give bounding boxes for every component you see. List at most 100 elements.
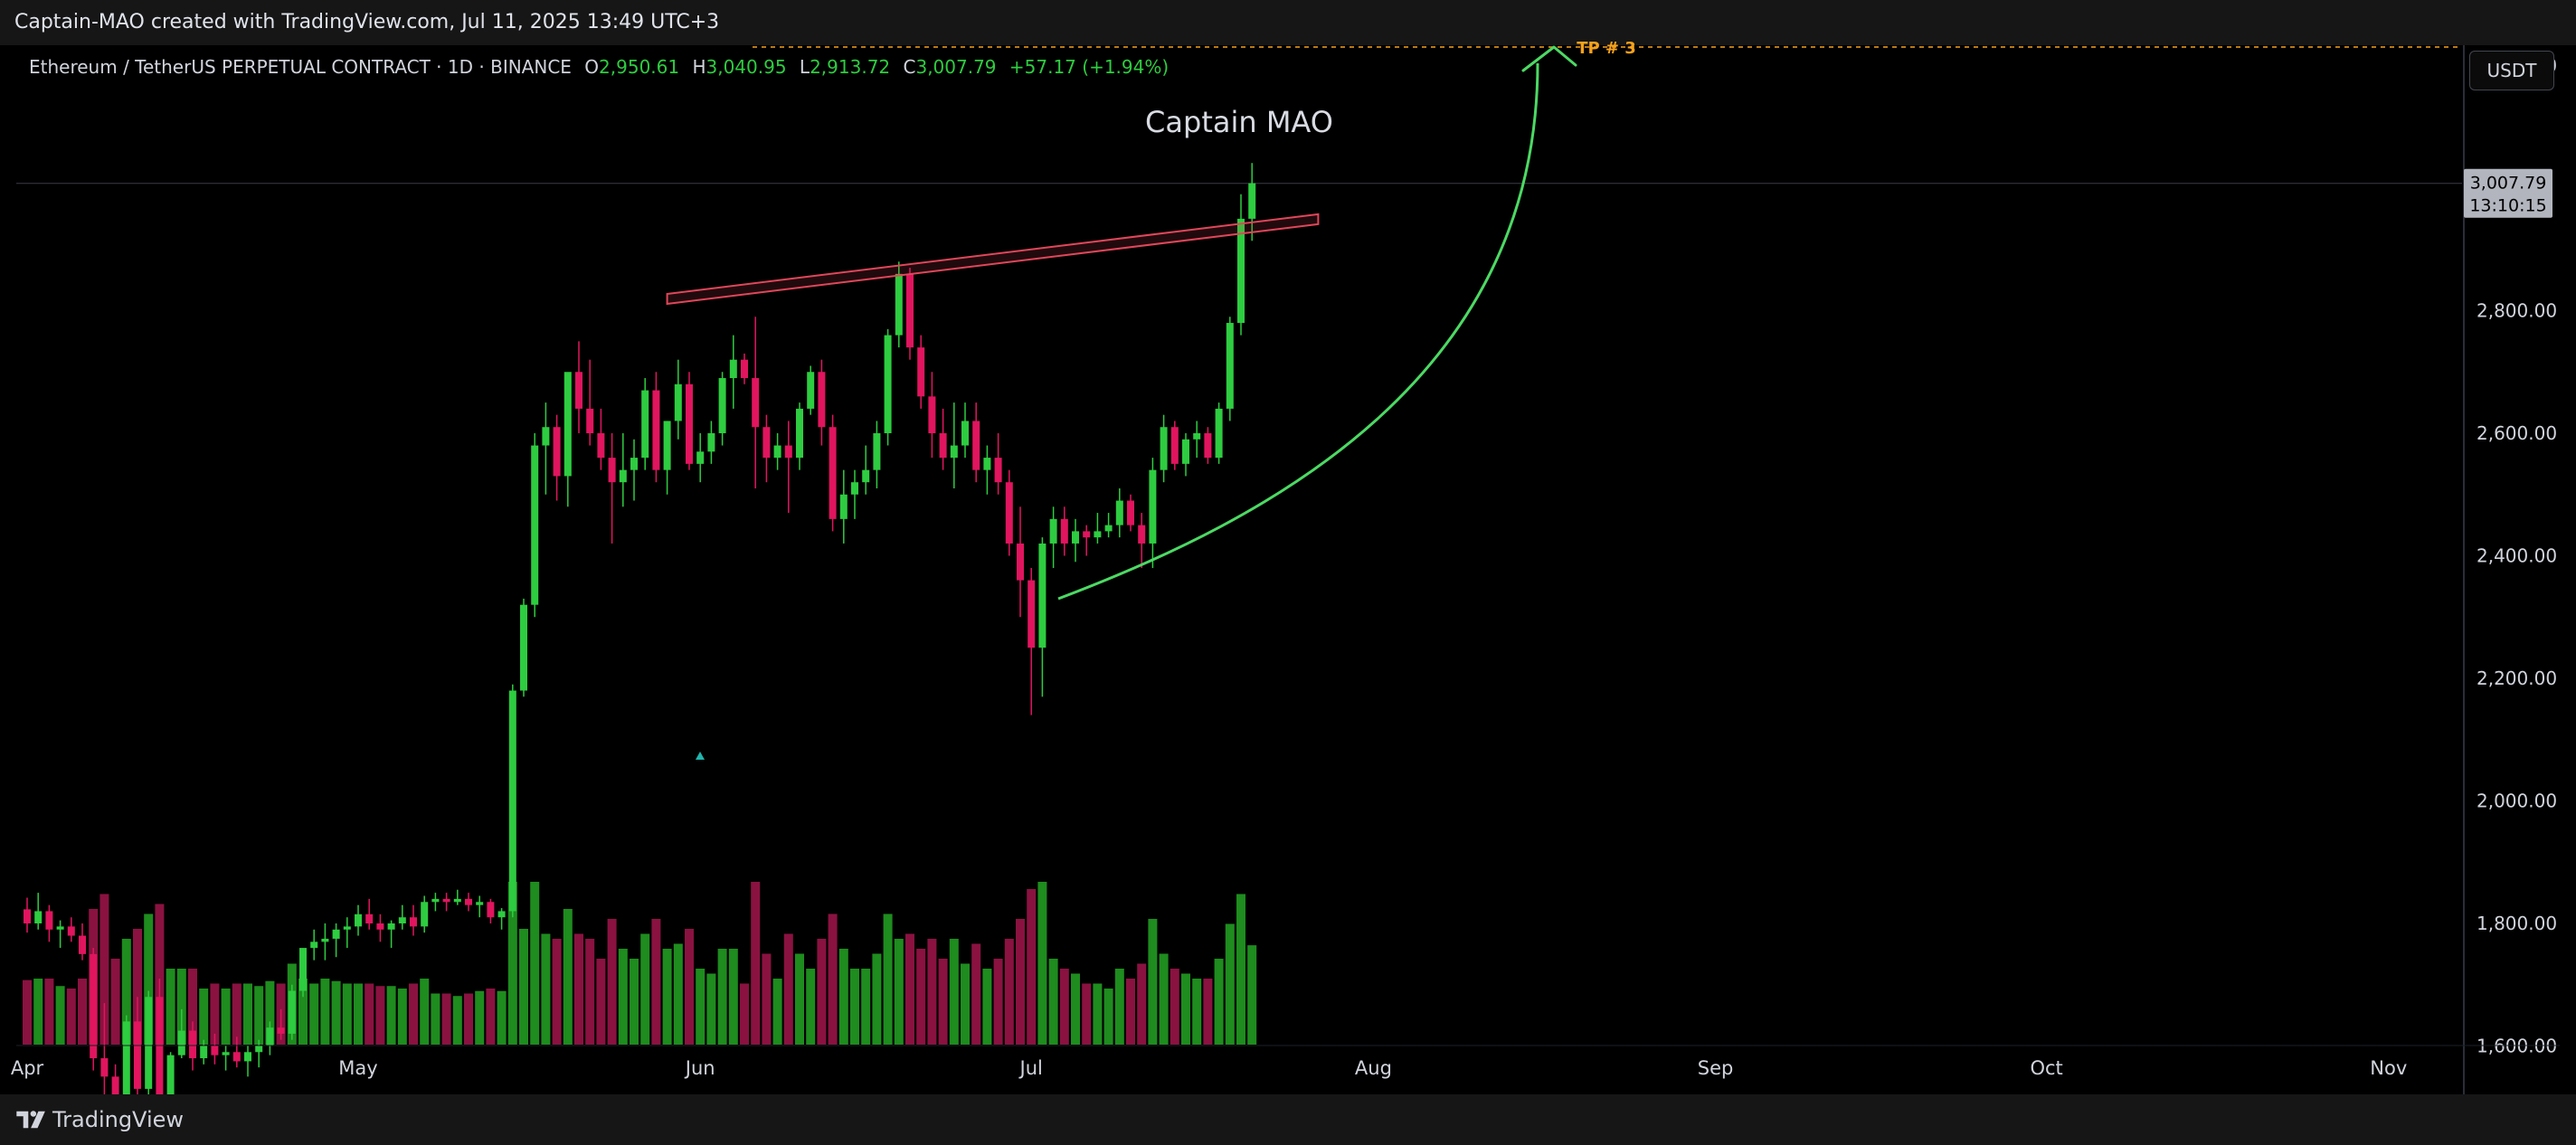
volume-bar xyxy=(1236,894,1245,1045)
volume-bar xyxy=(1192,979,1202,1045)
symbol-name[interactable]: Ethereum / TetherUS PERPETUAL CONTRACT ·… xyxy=(29,56,572,78)
volume-bar xyxy=(1093,983,1103,1045)
candle-body xyxy=(796,408,803,459)
volume-bar xyxy=(1071,973,1080,1045)
snapshot-credit: Captain-MAO created with TradingView.com… xyxy=(14,11,720,33)
volume-bar xyxy=(55,986,65,1045)
candle-body xyxy=(1127,500,1134,525)
candle-body xyxy=(851,482,858,495)
candle-body xyxy=(453,898,461,903)
volume-bar xyxy=(961,963,970,1045)
volume-bar xyxy=(596,959,606,1045)
volume-bar xyxy=(762,953,772,1045)
candle-body xyxy=(773,445,781,459)
candle-body xyxy=(906,273,914,348)
volume-bar xyxy=(441,993,451,1045)
volume-bar xyxy=(1004,939,1014,1045)
volume-bar xyxy=(176,969,186,1045)
volume-bar xyxy=(386,986,396,1045)
volume-bar xyxy=(607,919,617,1045)
candle-body xyxy=(145,997,153,1089)
candle-body xyxy=(476,902,484,905)
footer-brand[interactable]: TradingView xyxy=(52,1107,185,1132)
volume-bar xyxy=(1048,959,1058,1045)
candle-body xyxy=(177,1030,185,1055)
candle-body xyxy=(531,445,539,605)
volume-bar xyxy=(232,983,242,1045)
time-axis: Apr May Jun Jul Aug Sep Oct Nov xyxy=(11,1045,2560,1079)
candle-body xyxy=(1072,531,1079,544)
volume-bar xyxy=(1170,969,1179,1045)
volume-bar xyxy=(1082,983,1092,1045)
candle-body xyxy=(255,1046,263,1053)
volume-bar xyxy=(221,989,231,1045)
candle-body xyxy=(807,372,815,409)
ohlc-close: C3,007.79 xyxy=(903,56,997,78)
candle-body xyxy=(663,421,671,470)
volume-bar xyxy=(23,979,32,1045)
candle-body xyxy=(718,378,726,433)
volume-bar xyxy=(1027,889,1037,1045)
y-tick-label: 2,800.00 xyxy=(2477,300,2557,322)
candles xyxy=(24,163,1256,1144)
volume-bar xyxy=(309,983,319,1045)
candle-body xyxy=(288,990,296,1034)
candle-body xyxy=(1038,543,1046,648)
y-tick-label: 2,400.00 xyxy=(2477,545,2557,567)
candle-body xyxy=(211,1046,219,1055)
candle-body xyxy=(343,926,351,930)
candle-body xyxy=(122,1021,130,1095)
volume-bar xyxy=(795,953,804,1045)
candle-body xyxy=(1149,469,1157,544)
x-tick-label: Aug xyxy=(1355,1057,1392,1079)
y-tick-label: 1,800.00 xyxy=(2477,913,2557,934)
candle-body xyxy=(928,396,936,433)
candle-body xyxy=(818,372,826,428)
ohlc-high: H3,040.95 xyxy=(692,56,787,78)
volume-bar xyxy=(1037,882,1047,1045)
drawings: TP # 1TP # 2TP # 3 xyxy=(666,39,2462,760)
volume-bar xyxy=(706,973,716,1045)
candle-body xyxy=(410,917,417,927)
volume-bar xyxy=(1214,959,1224,1045)
volume-bar xyxy=(894,939,904,1045)
currency-button[interactable]: USDT xyxy=(2469,51,2554,90)
candle-body xyxy=(90,953,98,1059)
candle-body xyxy=(564,372,572,477)
candle-body xyxy=(729,359,737,379)
candle-body xyxy=(134,1021,141,1089)
candle-body xyxy=(1138,525,1146,544)
volume-bar xyxy=(78,979,87,1045)
candle-body xyxy=(939,433,947,459)
x-tick-label: Jul xyxy=(1018,1057,1043,1079)
x-tick-label: Nov xyxy=(2370,1057,2407,1079)
volume-bar xyxy=(188,969,197,1045)
volume-bar xyxy=(552,939,562,1045)
candle-body xyxy=(34,911,43,923)
watermark-text: Captain MAO xyxy=(1145,105,1333,139)
volume-bar xyxy=(751,882,761,1045)
volume-bar xyxy=(1059,969,1069,1045)
candle-body xyxy=(542,427,550,446)
chart-pane[interactable] xyxy=(16,45,2560,1094)
target-name-label: TP # 3 xyxy=(1577,39,1636,58)
candle-body xyxy=(232,1052,241,1062)
volume-bar xyxy=(861,969,871,1045)
volume-bar xyxy=(1114,969,1124,1045)
volume-bar xyxy=(1247,945,1257,1045)
volume-bar xyxy=(409,983,418,1045)
volume-bar xyxy=(662,949,672,1045)
breakout-trendline xyxy=(666,213,1320,306)
volume-bar xyxy=(507,882,517,1045)
candle-body xyxy=(520,604,527,691)
candle-body xyxy=(1060,518,1068,544)
volume-bar xyxy=(916,949,926,1045)
candle-body xyxy=(1215,408,1223,459)
volume-bar xyxy=(982,969,992,1045)
tradingview-logo-icon[interactable] xyxy=(16,1108,47,1131)
candle-body xyxy=(1104,525,1113,532)
volume-bar xyxy=(850,969,859,1045)
candle-body xyxy=(1115,500,1123,525)
candle-body xyxy=(431,898,440,903)
